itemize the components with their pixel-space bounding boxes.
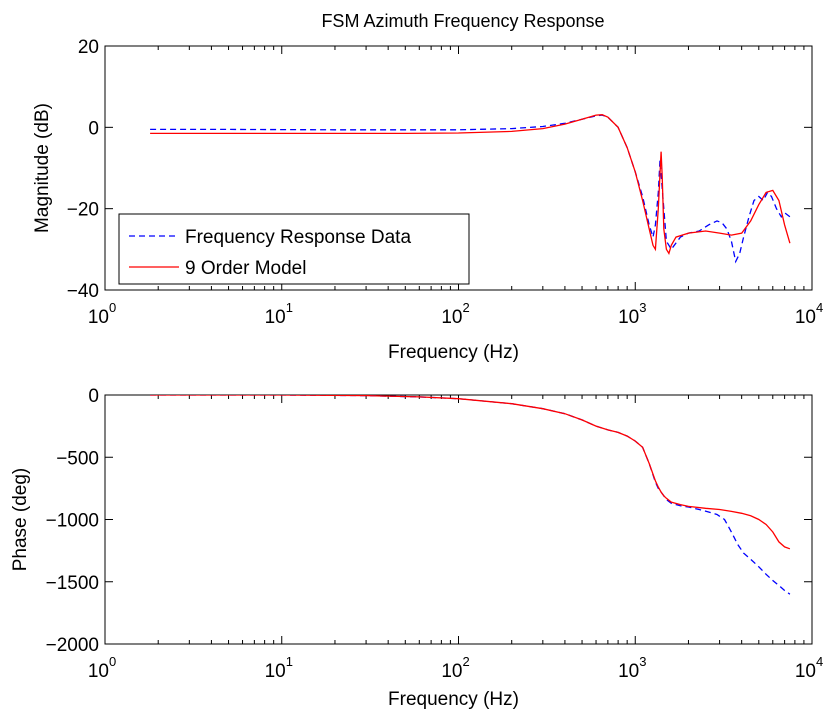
x-tick-base: 10 <box>618 307 639 328</box>
x-tick-base: 10 <box>88 661 109 682</box>
legend-label: 9 Order Model <box>185 258 306 279</box>
x-tick-exponent: 0 <box>109 300 116 315</box>
y-tick-label: 0 <box>88 118 99 139</box>
model-series-line <box>150 395 791 550</box>
x-tick-label: 103 <box>618 654 646 682</box>
x-tick-exponent: 2 <box>462 300 469 315</box>
legend: Frequency Response Data 9 Order Model <box>118 213 470 285</box>
y-tick-label: 0 <box>88 386 99 407</box>
x-tick-base: 10 <box>441 307 462 328</box>
x-tick-label: 103 <box>618 300 646 328</box>
x-tick-label: 101 <box>265 654 293 682</box>
x-tick-label: 102 <box>441 300 469 328</box>
x-tick-exponent: 4 <box>816 300 823 315</box>
model-series-line <box>150 114 791 255</box>
phase-plot: 100 101 102 103 1040−500−1000−1500−2000Frequ… <box>10 386 823 710</box>
figure-title: FSM Azimuth Frequency Response <box>321 11 604 31</box>
legend-box <box>118 213 470 285</box>
y-tick-label: −20 <box>67 200 99 221</box>
x-tick-label: 100 <box>88 300 116 328</box>
x-tick-exponent: 2 <box>462 654 469 669</box>
x-tick-label: 100 <box>88 654 116 682</box>
x-tick-label: 102 <box>441 654 469 682</box>
x-tick-base: 10 <box>88 307 109 328</box>
x-tick-base: 10 <box>265 307 286 328</box>
x-tick-exponent: 3 <box>639 654 646 669</box>
x-tick-label: 104 <box>795 654 823 682</box>
y-axis-label: Phase (deg) <box>10 468 31 572</box>
x-tick-exponent: 1 <box>286 300 293 315</box>
x-tick-label: 101 <box>265 300 293 328</box>
x-tick-base: 10 <box>618 661 639 682</box>
x-tick-exponent: 4 <box>816 654 823 669</box>
x-axis-label: Frequency (Hz) <box>388 689 519 710</box>
x-tick-base: 10 <box>441 661 462 682</box>
x-tick-exponent: 0 <box>109 654 116 669</box>
y-tick-label: 20 <box>78 37 99 58</box>
plot-frame <box>104 394 813 645</box>
x-tick-exponent: 1 <box>286 654 293 669</box>
x-tick-base: 10 <box>795 307 816 328</box>
x-tick-base: 10 <box>795 661 816 682</box>
y-tick-label: −40 <box>67 281 99 302</box>
x-axis-label: Frequency (Hz) <box>388 342 519 363</box>
x-tick-label: 104 <box>795 300 823 328</box>
x-tick-exponent: 3 <box>639 300 646 315</box>
legend-label: Frequency Response Data <box>185 227 411 248</box>
y-tick-label: −1500 <box>46 573 99 594</box>
y-tick-label: −2000 <box>46 635 99 656</box>
y-axis-label: Magnitude (dB) <box>32 103 53 233</box>
x-tick-base: 10 <box>265 661 286 682</box>
y-tick-label: −1000 <box>46 511 99 532</box>
y-tick-label: −500 <box>56 448 99 469</box>
